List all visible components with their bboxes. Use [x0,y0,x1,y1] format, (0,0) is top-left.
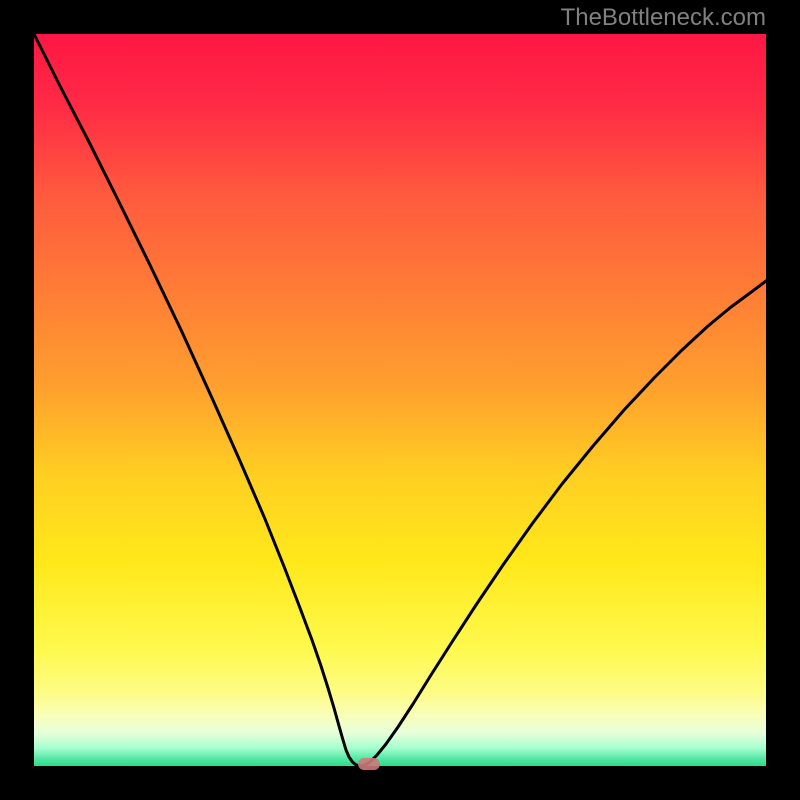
curve-layer [0,0,800,800]
chart-root: TheBottleneck.com [0,0,800,800]
watermark-text: TheBottleneck.com [561,4,766,32]
minimum-marker [358,758,380,770]
curve-path [34,34,766,766]
